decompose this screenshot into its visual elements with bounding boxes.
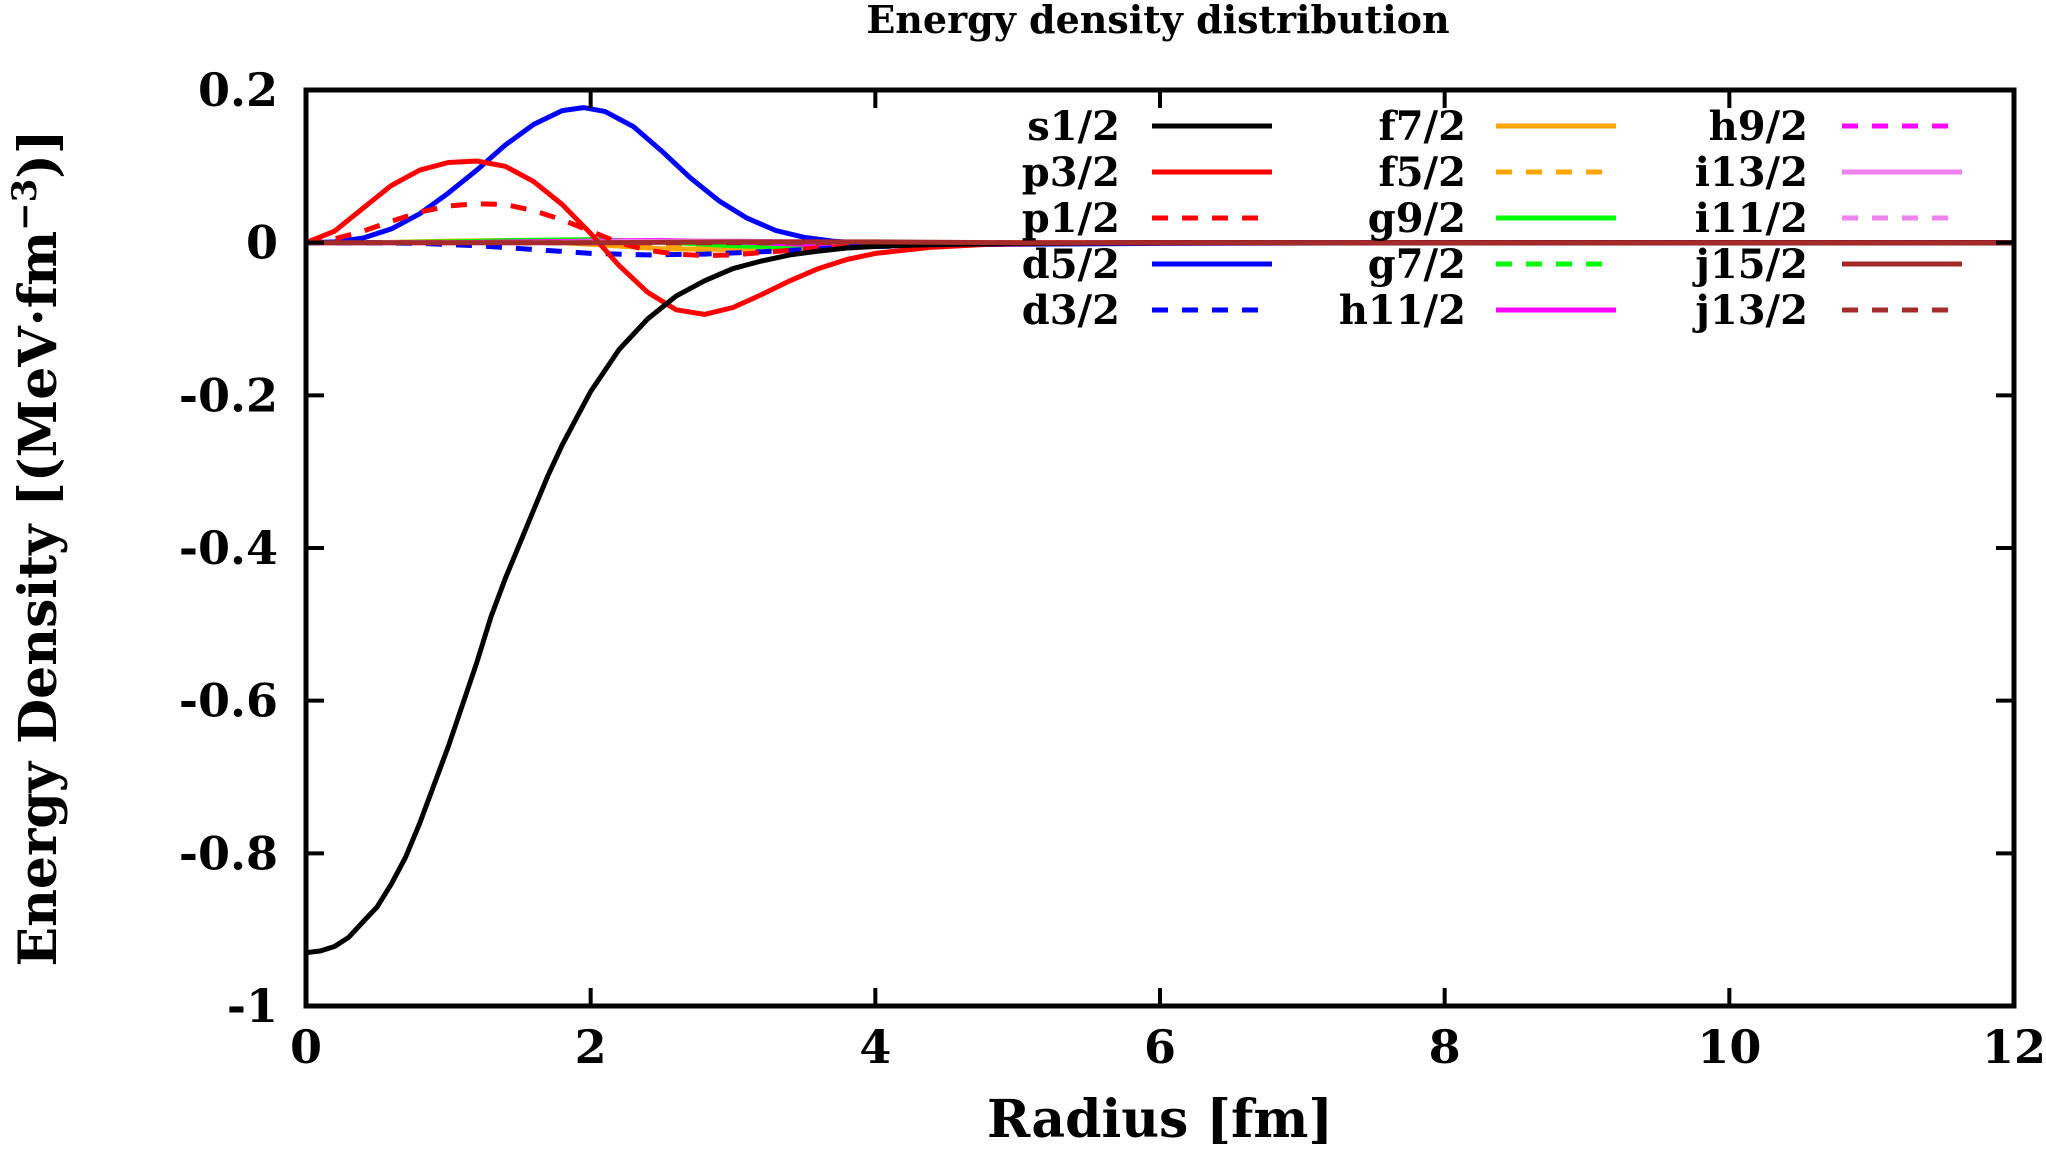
legend-label: h9/2 [1709,103,1808,150]
legend-label: i11/2 [1695,195,1808,242]
series-line-j15-2 [306,239,2014,246]
legend-label: g7/2 [1368,241,1466,288]
legend-label: j15/2 [1692,241,1808,288]
legend-label: d3/2 [1022,287,1120,334]
y-axis-label-main: Energy Density [(MeV·fm [8,231,69,967]
x-axis-label: Radius [fm] [987,1089,1333,1150]
x-tick-label: 10 [1697,1020,1761,1074]
y-axis-label-sup: −3 [5,179,45,231]
x-tick-label: 0 [290,1020,322,1074]
chart-title: Energy density distribution [866,0,1449,42]
x-tick-label: 4 [859,1020,891,1074]
y-tick-label: -0.8 [179,826,278,880]
x-axis-ticks: 0 2 4 6 8 10 12 [290,90,2046,1074]
legend-label: p3/2 [1022,149,1120,196]
y-tick-label: 0.2 [198,63,278,117]
y-axis-label: Energy Density [(MeV·fm−3)] [5,129,69,966]
x-tick-label: 12 [1982,1020,2046,1074]
legend-label: d5/2 [1022,241,1120,288]
y-axis-label-end: )] [8,129,69,178]
legend-label: j13/2 [1692,287,1808,334]
legend: s1/2p3/2p1/2d5/2d3/2 f7/2f5/2g9/2g7/2h11/… [1022,103,1962,334]
series-layer [306,105,2014,956]
y-tick-label: -1 [227,979,278,1033]
y-tick-label: -0.4 [179,521,278,575]
legend-label: f7/2 [1379,103,1466,150]
x-tick-label: 2 [575,1020,607,1074]
legend-label: g9/2 [1368,195,1466,242]
x-tick-label: 6 [1144,1020,1176,1074]
y-axis-ticks: -1 -0.8 -0.6 -0.4 -0.2 0 0.2 [179,63,2014,1033]
legend-label: f5/2 [1379,149,1466,196]
legend-label: s1/2 [1027,103,1120,150]
legend-label: p1/2 [1022,195,1120,242]
y-tick-label: -0.6 [179,674,278,728]
x-tick-label: 8 [1429,1020,1461,1074]
series-line-s1-2 [306,240,2014,956]
legend-label: i13/2 [1695,149,1808,196]
y-tick-label: -0.2 [179,368,278,422]
legend-label: h11/2 [1339,287,1466,334]
y-tick-label: 0 [246,216,278,270]
